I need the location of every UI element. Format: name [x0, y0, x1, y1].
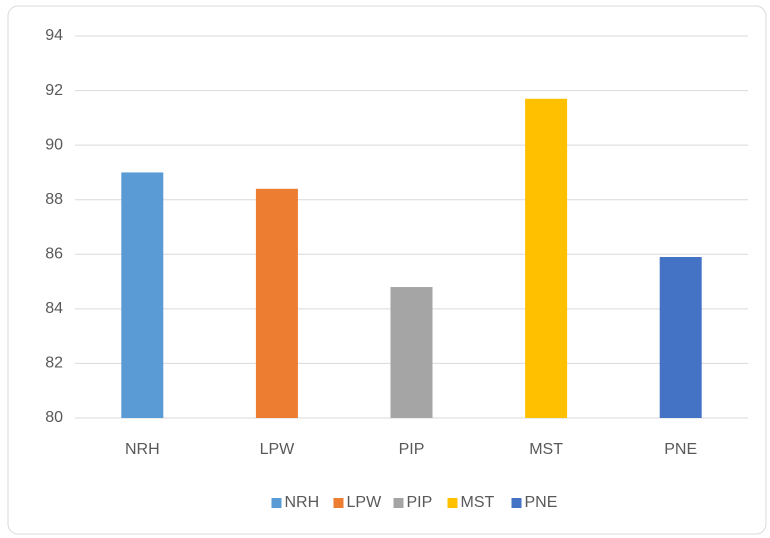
legend-label: LPW: [347, 494, 383, 511]
bar: [390, 287, 433, 418]
legend-label: MST: [461, 494, 495, 511]
x-tick-label: NRH: [125, 441, 160, 458]
legend-swatch: [271, 498, 282, 508]
y-tick-label: 82: [45, 355, 63, 372]
y-tick-label: 80: [45, 409, 63, 426]
x-tick-label: LPW: [260, 441, 296, 458]
y-tick-label: 86: [45, 246, 63, 263]
y-tick-label: 94: [45, 27, 63, 44]
chart-frame: [7, 5, 767, 535]
bar: [121, 172, 164, 418]
legend-swatch: [447, 498, 458, 508]
legend-label: NRH: [285, 494, 320, 511]
legend-label: PIP: [407, 494, 433, 511]
legend-swatch: [511, 498, 522, 508]
y-tick-label: 88: [45, 191, 63, 208]
x-tick-label: MST: [529, 441, 563, 458]
x-tick-label: PIP: [399, 441, 425, 458]
y-tick-label: 90: [45, 136, 63, 153]
y-tick-label: 92: [45, 82, 63, 99]
bar: [255, 188, 298, 418]
legend-swatch: [393, 498, 404, 508]
bar: [659, 257, 702, 418]
y-tick-label: 84: [45, 300, 63, 317]
legend-swatch: [333, 498, 344, 508]
bar: [525, 98, 568, 418]
legend-label: PNE: [525, 494, 558, 511]
x-tick-label: PNE: [664, 441, 697, 458]
